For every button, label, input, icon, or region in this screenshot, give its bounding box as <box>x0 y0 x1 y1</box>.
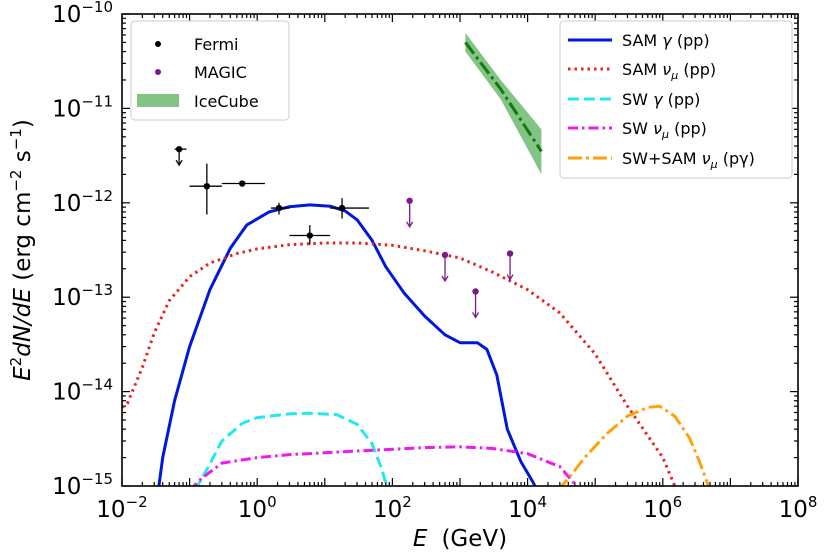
x-tick-label: 10−2 <box>96 493 147 523</box>
magic-upper-limits <box>406 197 514 319</box>
series-line-2 <box>195 411 389 486</box>
legend-icecube-label: IceCube <box>194 92 259 111</box>
x-tick-label: 102 <box>373 493 412 523</box>
model-curves <box>122 203 711 486</box>
series-line-4 <box>559 404 711 486</box>
icecube-line <box>464 41 543 153</box>
legend-fermi-marker <box>155 41 161 47</box>
y-tick-label: 10−10 <box>52 0 113 28</box>
legend-sw-gamma-label: SW γ (pp) <box>622 90 700 109</box>
legend-sam-numu-label: SAM νμ (pp) <box>622 60 716 82</box>
series-line-0 <box>157 203 537 486</box>
legend-magic-label: MAGIC <box>194 63 247 82</box>
magic-point <box>472 288 479 295</box>
legend-icecube-patch <box>137 94 179 107</box>
fermi-point <box>338 204 346 212</box>
fermi-point <box>203 182 211 190</box>
magic-point <box>441 251 449 259</box>
series-line-1 <box>122 241 677 486</box>
magic-ul-arrow <box>441 275 449 283</box>
legend-left: Fermi MAGIC IceCube <box>130 20 290 121</box>
fermi-point <box>275 204 283 212</box>
fermi-points <box>174 145 369 245</box>
x-tick-label: 108 <box>779 493 818 523</box>
x-tick-label: 100 <box>238 493 277 523</box>
x-tick-label: 104 <box>508 493 547 523</box>
y-tick-label: 10−14 <box>52 376 113 406</box>
legend-swsam-numu-label: SW+SAM νμ (pγ) <box>622 149 755 171</box>
magic-point <box>406 197 413 204</box>
plot-frame <box>121 13 799 487</box>
series-line-3 <box>191 445 579 486</box>
y-tick-label: 10−12 <box>52 187 113 217</box>
legend-sw-numu-label: SW νμ (pp) <box>622 119 707 141</box>
legend-fermi-label: Fermi <box>194 35 239 54</box>
fermi-point <box>175 145 183 153</box>
y-tick-label: 10−13 <box>52 281 113 311</box>
legend-magic-marker <box>155 69 161 75</box>
fermi-ul-arrow <box>175 159 183 167</box>
x-axis-label: E (GeV) <box>413 526 507 552</box>
y-axis-label: E2dN/dE (erg cm−2 s−1) <box>7 119 36 381</box>
x-tick-label: 106 <box>643 493 682 523</box>
legend-right-box <box>559 20 793 179</box>
magic-point <box>506 250 514 257</box>
fermi-point <box>239 180 246 187</box>
y-tick-label: 10−11 <box>52 92 113 122</box>
x-tick-labels: 10−2 100 102 104 106 108 <box>96 493 817 523</box>
magic-ul-arrow <box>472 312 480 319</box>
legend-sam-gamma-label: SAM γ (pp) <box>622 31 710 50</box>
icecube-layer <box>464 32 543 175</box>
legend-right: SAM γ (pp) SAM νμ (pp) SW γ (pp) SW νμ (… <box>559 20 793 179</box>
fermi-point <box>306 232 314 239</box>
magic-ul-arrow <box>506 274 514 281</box>
magic-ul-arrow <box>406 221 414 229</box>
y-tick-labels: 10−15 10−14 10−13 10−12 10−11 10−10 <box>52 0 113 500</box>
y-tick-label: 10−15 <box>52 470 113 500</box>
